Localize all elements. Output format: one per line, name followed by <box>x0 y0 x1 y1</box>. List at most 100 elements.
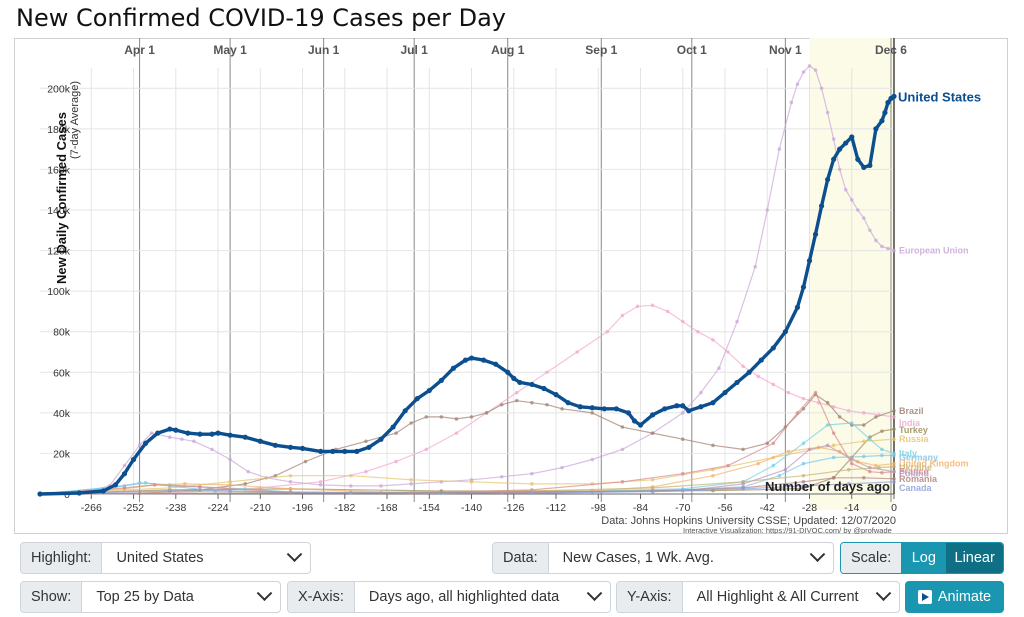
data-point <box>469 415 474 419</box>
data-point <box>868 228 872 233</box>
highlight-select[interactable]: Highlight: United States <box>20 542 311 574</box>
y-axis-select[interactable]: Y-Axis: All Highlight & All Current <box>616 581 900 613</box>
data-point <box>577 404 583 410</box>
data-point <box>514 398 519 403</box>
data-point <box>741 482 745 486</box>
series-line-canada <box>39 481 895 495</box>
scale-log-button[interactable]: Log <box>901 543 947 573</box>
data-source-note: Data: Johns Hopkins University CSSE; Upd… <box>601 515 896 527</box>
data-point <box>885 99 891 106</box>
y-tick-label: 60k <box>53 367 71 379</box>
data-point <box>831 431 836 435</box>
data-point <box>318 483 323 487</box>
data-point <box>710 400 716 406</box>
show-select[interactable]: Show: Top 25 by Data <box>20 581 281 613</box>
data-point <box>777 147 782 151</box>
x-tick-label: -14 <box>844 502 859 514</box>
data-point <box>620 480 625 484</box>
series-end-label: European Union <box>899 246 969 256</box>
data-point <box>349 491 353 495</box>
data-point <box>831 156 837 162</box>
data-point <box>862 411 866 415</box>
data-point <box>499 402 504 407</box>
data-point <box>837 167 842 172</box>
data-point <box>530 471 534 476</box>
data-point <box>649 412 656 418</box>
data-point <box>735 319 739 324</box>
data-point <box>228 480 232 484</box>
data-point <box>613 406 619 412</box>
y-tick-label: 80k <box>53 327 71 339</box>
data-point <box>288 473 293 478</box>
series-end-label: United States <box>898 89 981 104</box>
data-point <box>192 439 196 444</box>
data-point <box>825 110 830 115</box>
data-point <box>786 449 791 454</box>
data-point <box>426 387 432 394</box>
data-point <box>831 455 836 460</box>
x-tick-label: -126 <box>503 502 524 514</box>
data-point <box>469 480 474 484</box>
y-axis-select-value: All Highlight & All Current <box>696 589 859 605</box>
data-point <box>637 422 644 428</box>
data-point <box>813 68 818 72</box>
data-point <box>680 437 685 442</box>
data-point <box>771 441 776 446</box>
data-point <box>228 489 232 493</box>
series-end-label: Poland <box>899 469 929 479</box>
data-point <box>650 431 655 435</box>
data-select[interactable]: Data: New Cases, 1 Wk. Avg. <box>492 542 834 574</box>
series-end-label: Canada <box>899 483 933 493</box>
data-point <box>484 411 489 415</box>
x-tick-label: -182 <box>334 502 355 514</box>
data-point <box>867 162 873 168</box>
series-end-label: France <box>899 467 929 477</box>
data-point <box>765 208 770 212</box>
chart-frame <box>14 38 1008 534</box>
series-end-label: United Kingdom <box>899 459 969 469</box>
x-tick-label: -56 <box>717 502 732 514</box>
data-point <box>756 461 761 466</box>
data-point <box>849 457 854 462</box>
data-point <box>149 431 154 435</box>
x-tick-label: -98 <box>591 502 606 514</box>
x-axis-select[interactable]: X-Axis: Days ago, all highlighted data <box>287 581 611 613</box>
y-tick-label: 140k <box>47 205 71 217</box>
data-point <box>880 244 884 249</box>
animate-button-label: Animate <box>937 589 992 605</box>
data-point <box>846 467 851 472</box>
data-point <box>891 93 897 99</box>
data-point <box>868 465 872 470</box>
data-point <box>846 409 851 413</box>
data-point <box>783 467 788 472</box>
data-point <box>892 437 896 442</box>
animate-button[interactable]: Animate <box>905 581 1004 613</box>
x-tick-label: -210 <box>250 502 271 514</box>
x-axis-select-label: X-Axis: <box>288 582 355 612</box>
data-point <box>680 411 685 415</box>
data-point <box>37 491 43 497</box>
data-point <box>185 430 191 436</box>
data-point <box>650 486 655 490</box>
x-tick-label: -266 <box>81 502 102 514</box>
data-select-label: Data: <box>493 543 549 573</box>
series-end-label: Brazil <box>899 406 924 416</box>
series-end-label: Romania <box>899 474 938 484</box>
scale-label: Scale: <box>841 543 902 573</box>
data-point <box>813 390 818 395</box>
month-marker-label: Jun 1 <box>308 43 340 57</box>
y-tick-label: 20k <box>53 448 71 460</box>
data-point <box>892 409 896 413</box>
data-point <box>650 478 655 482</box>
data-point <box>209 431 215 437</box>
data-point <box>112 482 119 488</box>
series-line-united-states <box>39 94 895 496</box>
data-point <box>734 379 740 386</box>
data-point <box>753 265 757 269</box>
x-tick-label: 0 <box>891 502 897 514</box>
scale-linear-button[interactable]: Linear <box>946 543 1003 573</box>
data-point <box>665 309 670 314</box>
data-point <box>394 459 398 464</box>
data-point <box>228 483 232 487</box>
data-point <box>650 303 655 308</box>
